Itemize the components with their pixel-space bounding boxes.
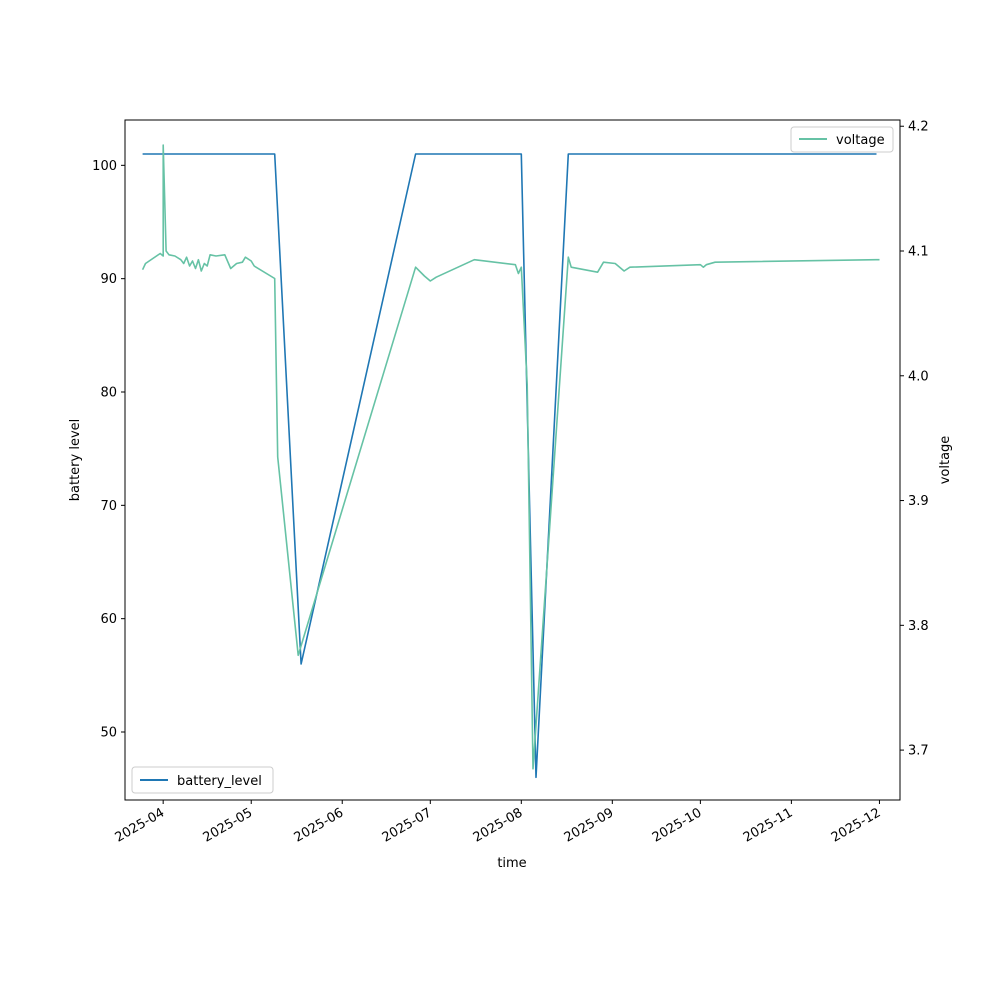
y-right-tick-label: 4.0 xyxy=(908,369,929,384)
legend-battery-level-label: battery_level xyxy=(177,774,262,789)
y-axis-right: 3.7 3.8 3.9 4.0 4.1 4.2 xyxy=(900,120,929,759)
plot-frame xyxy=(124,119,901,801)
series-line-voltage xyxy=(141,144,880,770)
x-tick-label: 2025-10 xyxy=(650,805,705,845)
x-tick-label: 2025-12 xyxy=(829,805,884,845)
legend-voltage-box xyxy=(790,126,894,153)
y-left-tick-label: 70 xyxy=(100,499,117,514)
x-tick-label: 2025-04 xyxy=(113,805,168,845)
x-tick-label: 2025-09 xyxy=(562,805,617,845)
y-right-tick-label: 3.7 xyxy=(908,744,929,759)
y-left-tick-label: 100 xyxy=(92,159,117,174)
plot-lines xyxy=(141,144,880,779)
y-left-tick-label: 60 xyxy=(100,612,117,627)
x-tick-label: 2025-06 xyxy=(292,805,347,845)
y-right-tick-label: 3.8 xyxy=(908,619,929,634)
x-tick-label: 2025-05 xyxy=(201,805,256,845)
legend-battery-level-box xyxy=(131,766,274,794)
y-left-tick-label: 90 xyxy=(100,272,117,287)
y-right-tick-label: 4.1 xyxy=(908,245,929,260)
series-line-battery-level xyxy=(142,153,877,779)
legend-battery-level: battery_level xyxy=(131,766,274,794)
x-tick-label: 2025-07 xyxy=(380,805,435,845)
y-left-tick-label: 80 xyxy=(100,386,117,401)
legend-voltage: voltage xyxy=(790,126,894,153)
y-right-tick-label: 4.2 xyxy=(908,120,929,135)
x-tick-label: 2025-08 xyxy=(471,805,526,845)
y-axis-left: 50 60 70 80 90 100 xyxy=(92,159,125,741)
x-tick-label: 2025-11 xyxy=(741,805,796,845)
x-axis-title: time xyxy=(497,856,526,871)
x-axis: 2025-04 2025-05 2025-06 2025-07 2025-08 2025-… xyxy=(113,800,884,846)
y-right-tick-label: 3.9 xyxy=(908,494,929,509)
y-left-tick-label: 50 xyxy=(100,726,117,741)
y-axis-left-title: battery level xyxy=(68,419,83,502)
legend-voltage-label: voltage xyxy=(836,133,885,148)
y-axis-right-title: voltage xyxy=(938,436,953,485)
